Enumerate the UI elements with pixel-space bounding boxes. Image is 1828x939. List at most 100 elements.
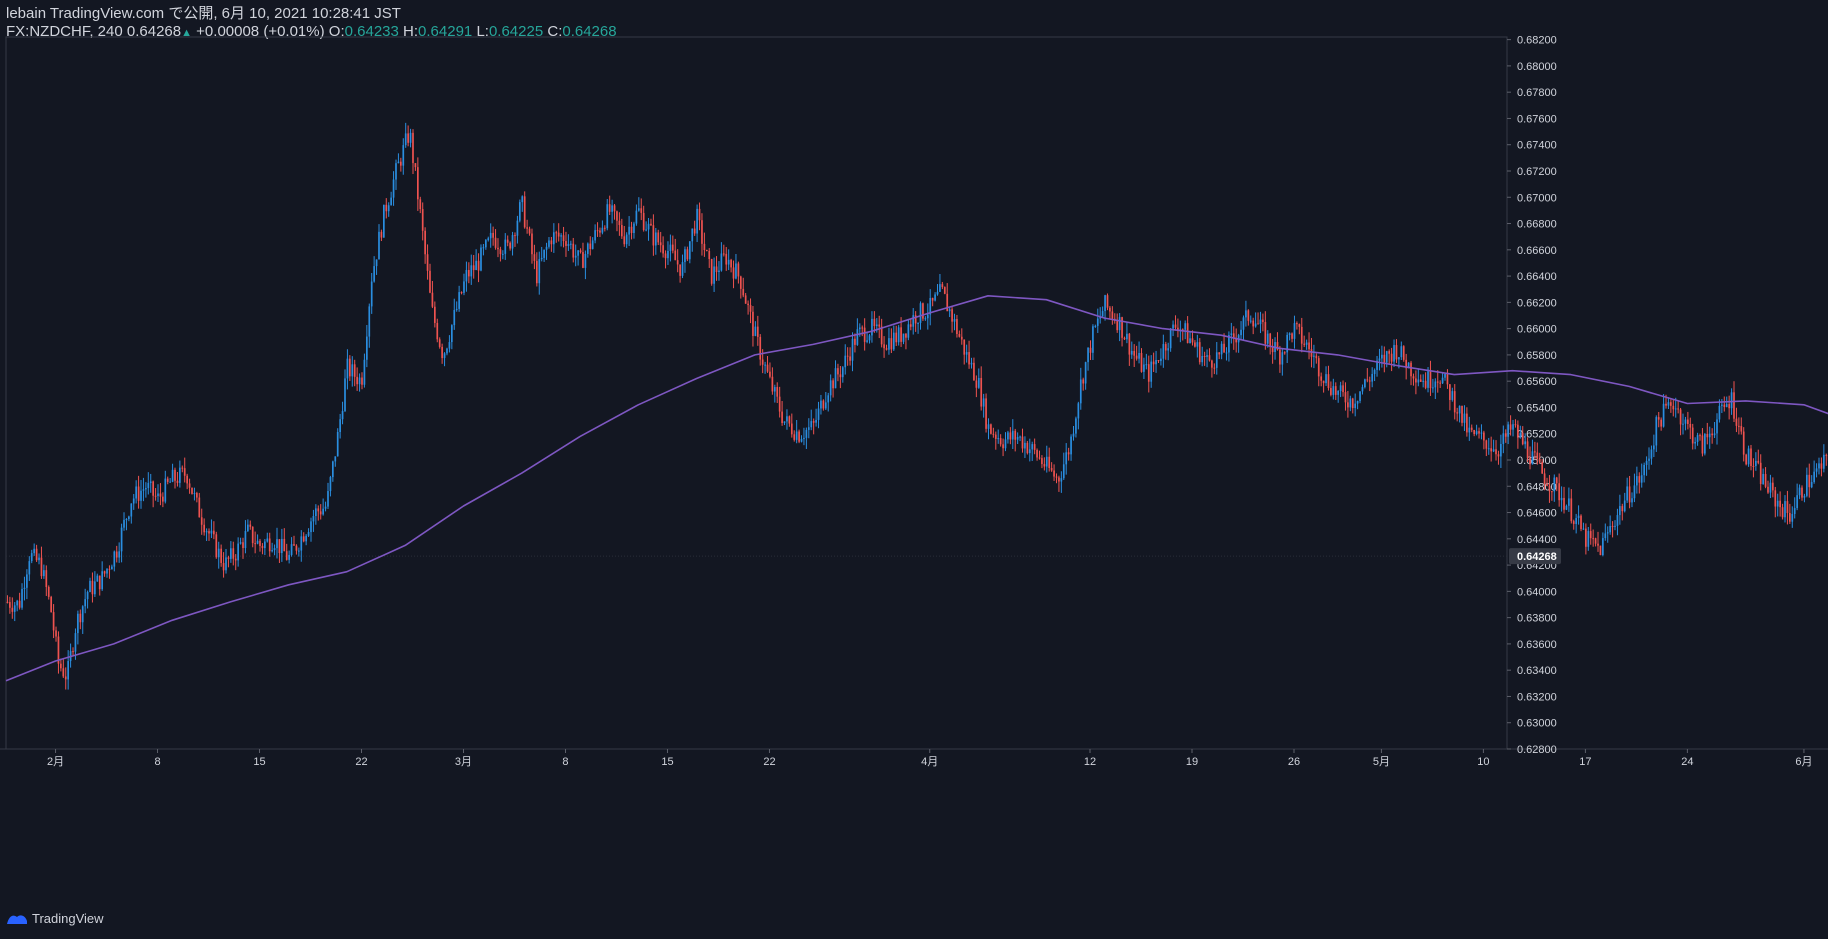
- candle-body: [1347, 402, 1349, 408]
- price-tick-label: 0.64800: [1517, 481, 1557, 493]
- candle-body: [854, 338, 856, 345]
- candle-body: [650, 223, 652, 226]
- candle-body: [79, 613, 82, 623]
- candle-body: [1223, 343, 1225, 353]
- candle-body: [807, 427, 810, 430]
- candle-body: [720, 253, 723, 271]
- candle-body: [518, 202, 521, 221]
- candle-body: [657, 232, 660, 243]
- candle-body: [375, 259, 378, 267]
- candle-body: [783, 421, 786, 424]
- candle-body: [1388, 351, 1391, 354]
- candle-body: [851, 338, 854, 361]
- candle-body: [1490, 448, 1493, 452]
- candle-body: [567, 243, 570, 246]
- candle-body: [193, 493, 196, 495]
- candle-body: [888, 338, 890, 350]
- candle-body: [1196, 342, 1199, 347]
- candle-body: [611, 205, 613, 212]
- candle-body: [1769, 482, 1772, 493]
- candle-body: [1444, 373, 1446, 378]
- candle-body: [786, 416, 788, 422]
- candle-body: [684, 249, 686, 263]
- candle-body: [1218, 352, 1221, 355]
- candle-body: [16, 600, 19, 606]
- candle-body: [1099, 316, 1102, 319]
- candle-body: [101, 571, 104, 590]
- candle-body: [1203, 355, 1206, 357]
- candle-body: [1116, 320, 1119, 331]
- candle-body: [18, 600, 21, 608]
- price-tick-label: 0.67200: [1517, 166, 1557, 178]
- candle-body: [1172, 324, 1174, 329]
- tradingview-brand[interactable]: TradingView: [32, 911, 104, 926]
- candle-body: [1538, 458, 1541, 462]
- candle-body: [1708, 433, 1711, 438]
- candle-body: [1718, 405, 1721, 420]
- candle-body: [1733, 392, 1735, 419]
- candle-body: [1378, 358, 1381, 361]
- candle-body: [181, 467, 184, 469]
- candle-body: [1014, 430, 1017, 440]
- candle-body: [307, 532, 310, 536]
- tradingview-logo-icon[interactable]: [6, 913, 28, 925]
- candle-body: [1764, 473, 1767, 487]
- candle-body: [849, 356, 851, 361]
- candle-body: [633, 223, 635, 234]
- candle-body: [1466, 413, 1468, 433]
- candle-body: [162, 496, 164, 502]
- price-tick-label: 0.66200: [1517, 297, 1557, 309]
- candle-body: [1796, 495, 1798, 509]
- candle-body: [1133, 350, 1136, 356]
- candle-body: [1485, 440, 1488, 449]
- candle-body: [334, 456, 337, 462]
- candle-body: [147, 482, 150, 489]
- candle-body: [1650, 449, 1653, 459]
- candle-body: [140, 490, 142, 501]
- price-tick-label: 0.65200: [1517, 429, 1557, 441]
- candle-body: [1315, 355, 1318, 359]
- price-tick-label: 0.67600: [1517, 113, 1557, 125]
- candle-body: [475, 260, 477, 271]
- candle-body: [1062, 464, 1065, 479]
- candle-body: [577, 250, 579, 256]
- candle-body: [1337, 390, 1340, 395]
- candle-body: [574, 255, 577, 258]
- candle-body: [834, 368, 837, 389]
- candle-body: [1589, 531, 1592, 539]
- candle-body: [1504, 433, 1507, 437]
- candle-body: [506, 239, 509, 243]
- candle-body: [1111, 311, 1114, 319]
- candle-body: [902, 333, 905, 342]
- candle-body: [1198, 342, 1201, 363]
- candle-body: [1191, 338, 1194, 343]
- candle-body: [1160, 358, 1162, 362]
- candle-body: [688, 241, 691, 260]
- candle-body: [1755, 460, 1757, 467]
- candle-body: [1665, 403, 1667, 406]
- candle-body: [344, 378, 346, 412]
- candle-body: [1106, 295, 1109, 308]
- candle-body: [1497, 454, 1500, 457]
- candle-body: [1619, 506, 1621, 516]
- candle-body: [1310, 349, 1313, 357]
- candle-body: [1803, 495, 1806, 498]
- candle-body: [832, 380, 834, 389]
- candle-body: [1390, 353, 1393, 362]
- symbol-label[interactable]: FX:NZDCHF, 240: [6, 23, 123, 40]
- candle-body: [1254, 323, 1257, 327]
- candle-body: [501, 253, 504, 255]
- candle-body: [273, 548, 276, 551]
- candle-body: [985, 398, 987, 429]
- candle-body: [533, 254, 536, 261]
- candle-body: [1145, 364, 1148, 366]
- candle-body: [934, 294, 936, 301]
- candle-body: [327, 491, 329, 507]
- candle-body: [538, 259, 541, 284]
- candle-body: [57, 636, 60, 664]
- close-value: 0.64268: [562, 23, 617, 40]
- candle-body: [237, 543, 239, 561]
- price-tick-label: 0.63800: [1517, 613, 1557, 625]
- time-tick-label: 4月: [921, 756, 938, 768]
